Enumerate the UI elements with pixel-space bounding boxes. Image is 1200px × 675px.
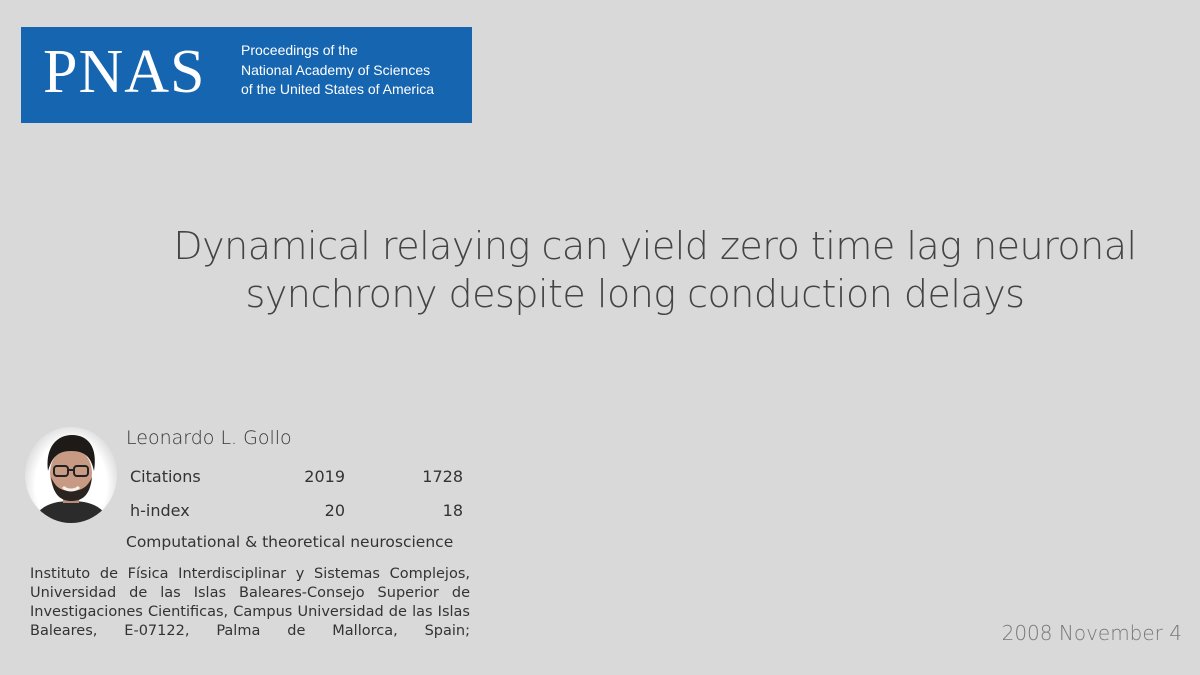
author-affiliation: Instituto de Física Interdisciplinar y S… bbox=[30, 566, 470, 639]
author-metrics-table: Citations 2019 1728 h-index 20 18 bbox=[130, 459, 463, 527]
journal-banner: PNAS Proceedings of the National Academy… bbox=[21, 27, 472, 123]
metric-value: 2019 bbox=[304, 466, 345, 486]
metric-value: 18 bbox=[442, 500, 463, 520]
metrics-row-h-index: h-index 20 18 bbox=[130, 493, 463, 527]
author-photo bbox=[25, 427, 117, 523]
journal-name-line: National Academy of Sciences bbox=[241, 61, 431, 78]
journal-name-line: Proceedings of the bbox=[241, 42, 358, 58]
journal-logo: PNAS bbox=[43, 38, 206, 106]
paper-title: Dynamical relaying can yield zero time l… bbox=[90, 222, 1180, 318]
metric-label: Citations bbox=[130, 466, 201, 486]
metric-value: 20 bbox=[324, 500, 345, 520]
metric-value: 1728 bbox=[422, 466, 463, 486]
paper-title-line: Dynamical relaying can yield zero time l… bbox=[173, 224, 1137, 268]
publication-date: 2008 November 4 bbox=[1001, 621, 1182, 645]
research-field: Computational & theoretical neuroscience bbox=[126, 533, 454, 551]
journal-full-name: Proceedings of the National Academy of S… bbox=[241, 41, 434, 100]
author-name: Leonardo L. Gollo bbox=[126, 427, 292, 449]
metric-label: h-index bbox=[130, 500, 190, 520]
metrics-row-citations: Citations 2019 1728 bbox=[130, 459, 463, 493]
journal-name-line: of the United States of America bbox=[241, 81, 434, 97]
paper-title-line: synchrony despite long conduction delays bbox=[245, 272, 1025, 316]
